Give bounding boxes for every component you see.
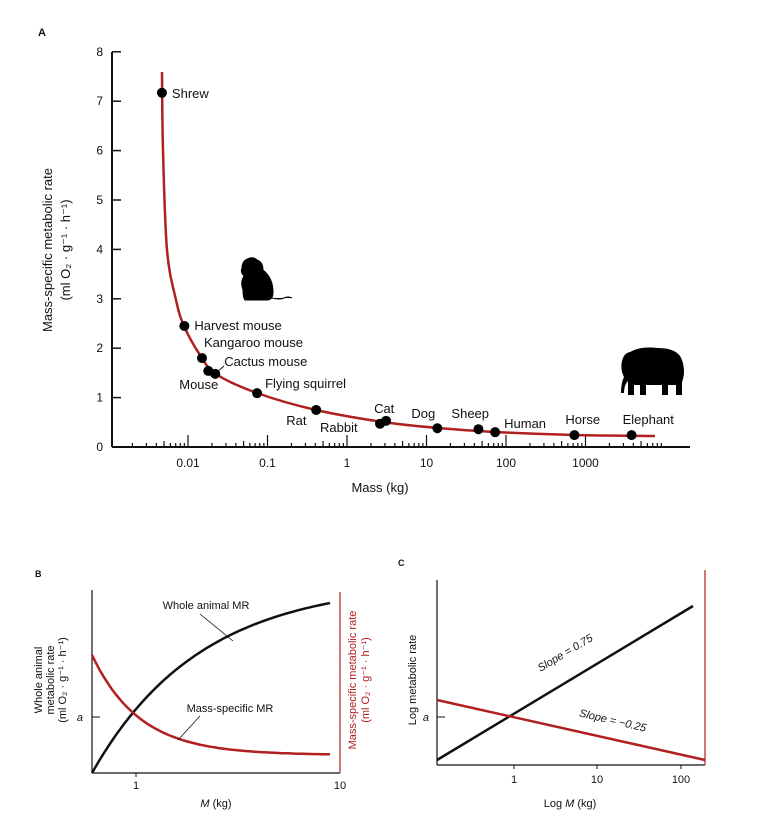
left-y-axis-title: (ml O₂ · g⁻¹ · h⁻¹) [57, 637, 69, 723]
data-point [626, 430, 637, 441]
point-label: Human [504, 416, 546, 431]
data-point [432, 423, 443, 434]
data-point [473, 424, 484, 435]
slope-neg025-line [436, 698, 706, 762]
y-tick-label: 0 [96, 440, 103, 454]
y-tick-label: 7 [96, 94, 103, 108]
fit-curve [160, 71, 656, 438]
y-tick-label: a [423, 712, 429, 724]
mass-specific-mr-line [90, 654, 330, 756]
y-axis-unit: (ml O₂ · g⁻¹ · h⁻¹) [58, 199, 73, 300]
series-label: Slope = −0.25 [578, 708, 648, 735]
panel-c: 1 10 100 a Slope = 0.75 Slope = −0.25 Log meta… [407, 570, 706, 810]
x-tick-label: 0.01 [176, 456, 200, 470]
right-y-axis-title: Mass-specific metabolic rate [347, 611, 359, 750]
panel-a: 0 1 2 3 4 5 6 7 8 0.01 0.1 1 10 100 1000 Mass (kg) Mass-… [40, 45, 690, 495]
left-y-axis-title: metabolic rate [45, 645, 57, 714]
data-point [196, 353, 207, 364]
point-label: Sheep [451, 406, 489, 421]
y-tick-label: 5 [96, 193, 103, 207]
y-axis-title: Mass-specific metabolic rate [40, 168, 55, 332]
x-tick-label: 100 [496, 456, 516, 470]
x-tick-label: 1 [511, 774, 517, 786]
x-tick-label: 1 [344, 456, 351, 470]
x-axis-var: M [200, 798, 210, 810]
data-point [490, 427, 501, 438]
left-y-axis-title: Whole animal [33, 647, 45, 714]
slope-075-line [436, 604, 694, 762]
leader-line [177, 715, 201, 741]
panel-label-a: A [38, 27, 46, 39]
point-label: Cat [374, 401, 395, 416]
data-point [156, 87, 167, 98]
x-axis-title: Mass (kg) [351, 480, 408, 495]
point-label: Kangaroo mouse [204, 335, 303, 350]
right-y-axis-title: (ml O₂ · g⁻¹ · h⁻¹) [360, 637, 372, 723]
x-tick-label: 100 [672, 774, 690, 786]
point-label: Harvest mouse [194, 318, 281, 333]
elephant-silhouette-icon [621, 347, 684, 395]
x-tick-label: 1 [133, 780, 139, 792]
point-label: Dog [411, 406, 435, 421]
point-label: Cactus mouse [224, 354, 307, 369]
y-tick-label: 6 [96, 144, 103, 158]
x-tick-label: 10 [420, 456, 434, 470]
mouse-silhouette-icon [240, 257, 293, 301]
point-label: Shrew [172, 86, 209, 101]
x-axis-title: M (kg) [200, 798, 231, 810]
x-tick-label: 10 [334, 780, 346, 792]
point-label: Elephant [623, 412, 675, 427]
x-tick-label: 0.1 [259, 456, 276, 470]
x-tick-label: 10 [591, 774, 603, 786]
y-tick-label: 4 [96, 242, 103, 256]
y-tick-label: 3 [96, 292, 103, 306]
x-axis-title: Log M (kg) [544, 798, 597, 810]
leader-line [199, 613, 234, 642]
series-label: Slope = 0.75 [536, 632, 596, 675]
series-label: Whole animal MR [163, 600, 250, 612]
x-axis-prefix: Log [544, 798, 565, 810]
x-tick-label: 1000 [572, 456, 599, 470]
y-tick-label: 1 [96, 391, 103, 405]
x-axis-var: M [565, 798, 575, 810]
whole-animal-mr-line [90, 601, 331, 774]
point-label: Mouse [179, 377, 218, 392]
series-label: Mass-specific MR [187, 703, 274, 715]
y-tick-label: 2 [96, 341, 103, 355]
point-label: Horse [565, 412, 600, 427]
y-tick-label: 8 [96, 45, 103, 59]
y-tick-label: a [77, 712, 83, 724]
point-label: Rat [286, 413, 307, 428]
point-label: Flying squirrel [265, 376, 346, 391]
data-point [311, 404, 322, 415]
data-point [252, 388, 263, 399]
leader-line [215, 365, 225, 374]
y-axis-title: Log metabolic rate [407, 635, 419, 726]
data-point [381, 415, 392, 426]
data-point [179, 320, 190, 331]
panel-label-b: B [35, 569, 42, 579]
data-point [569, 430, 580, 441]
panel-label-c: C [398, 558, 405, 568]
point-label: Rabbit [320, 420, 358, 435]
x-axis-unit: (kg) [210, 798, 232, 810]
panel-b: 1 10 a Whole animal MR Mass-specific MR M (kg… [33, 590, 372, 810]
x-axis-unit: (kg) [574, 798, 596, 810]
